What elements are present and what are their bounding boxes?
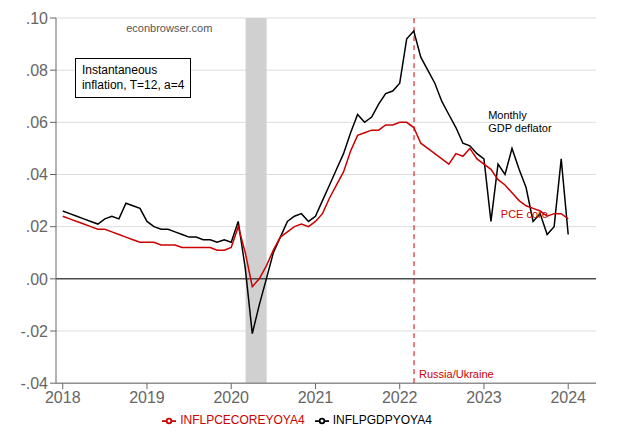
svg-text:Russia/Ukraine: Russia/Ukraine — [419, 368, 494, 380]
svg-text:2024: 2024 — [550, 389, 586, 406]
svg-text:.04: .04 — [26, 166, 48, 183]
html-text:INFLPGDPYOYA4: INFLPGDPYOYA4 — [332, 413, 432, 428]
svg-text:.00: .00 — [26, 271, 48, 288]
html-text:INFLPCECOREYOYA4: INFLPCECOREYOYA4 — [180, 413, 305, 428]
svg-text:.10: .10 — [26, 10, 48, 27]
svg-text:2022: 2022 — [382, 389, 418, 406]
svg-text:-.02: -.02 — [20, 323, 48, 340]
svg-text:2020: 2020 — [213, 389, 249, 406]
html-text:econbrowser.com: econbrowser.com — [126, 22, 213, 34]
svg-text:2023: 2023 — [466, 389, 502, 406]
svg-text:MonthlyGDP deflator: MonthlyGDP deflator — [488, 109, 552, 134]
svg-text:2019: 2019 — [129, 389, 165, 406]
svg-text:PCE core: PCE core — [501, 208, 548, 220]
svg-text:.06: .06 — [26, 114, 48, 131]
svg-text:.08: .08 — [26, 62, 48, 79]
svg-text:2021: 2021 — [298, 389, 334, 406]
svg-text:2018: 2018 — [45, 389, 81, 406]
svg-text:-.04: -.04 — [20, 375, 48, 392]
svg-text:.02: .02 — [26, 218, 48, 235]
html-text:inflation, T=12, a=4: inflation, T=12, a=4 — [81, 78, 185, 92]
html-text:Instantaneous: Instantaneous — [81, 63, 158, 77]
